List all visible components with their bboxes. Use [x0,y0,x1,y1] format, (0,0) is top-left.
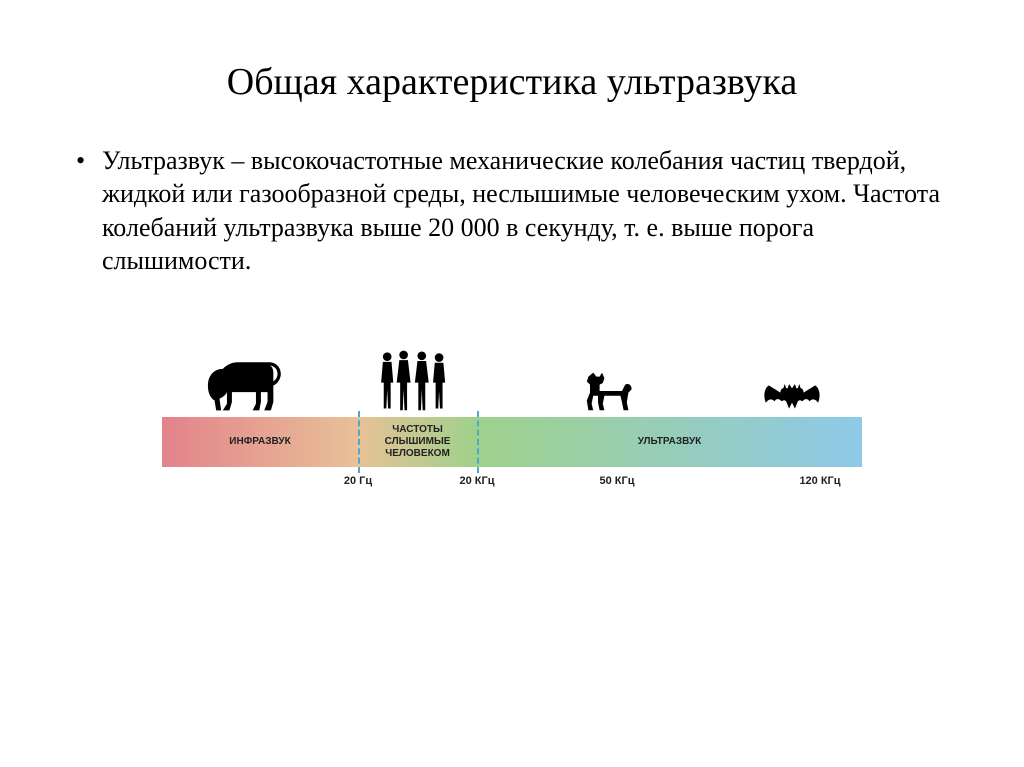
tick-label: 120 КГц [799,475,840,487]
humans-icon [375,348,453,417]
band-infrasound: ИНФРАЗВУК [162,417,358,467]
slide-title: Общая характеристика ультразвука [70,60,954,104]
dog-icon [582,370,638,417]
ticks-row: 20 Гц 20 КГц 50 КГц 120 КГц [162,475,862,505]
tick-label: 20 КГц [459,475,494,487]
bullet-icon: • [76,144,85,177]
slide-body: • Ультразвук – высокочастотные механичес… [102,144,954,277]
tick-label: 50 КГц [599,475,634,487]
band-label: ЧАСТОТЫ СЛЫШИМЫЕ ЧЕЛОВЕКОМ [385,424,451,460]
spectrum-bar: ИНФРАЗВУК ЧАСТОТЫ СЛЫШИМЫЕ ЧЕЛОВЕКОМ УЛЬ… [162,417,862,467]
bat-icon [763,382,821,417]
band-audible: ЧАСТОТЫ СЛЫШИМЫЕ ЧЕЛОВЕКОМ [358,417,477,467]
tick-label: 20 Гц [344,475,372,487]
divider-1 [358,411,360,473]
icons-row [162,337,862,417]
band-label: УЛЬТРАЗВУК [638,436,702,448]
body-paragraph: Ультразвук – высокочастотные механически… [102,146,940,275]
frequency-spectrum-diagram: ИНФРАЗВУК ЧАСТОТЫ СЛЫШИМЫЕ ЧЕЛОВЕКОМ УЛЬ… [162,337,862,505]
elephant-icon [204,354,288,417]
band-ultrasound: УЛЬТРАЗВУК [477,417,862,467]
divider-2 [477,411,479,473]
band-label: ИНФРАЗВУК [229,436,290,448]
